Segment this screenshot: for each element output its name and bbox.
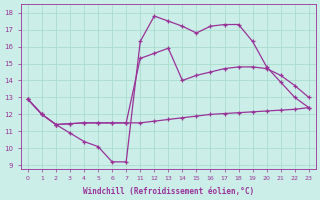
X-axis label: Windchill (Refroidissement éolien,°C): Windchill (Refroidissement éolien,°C) <box>83 187 254 196</box>
